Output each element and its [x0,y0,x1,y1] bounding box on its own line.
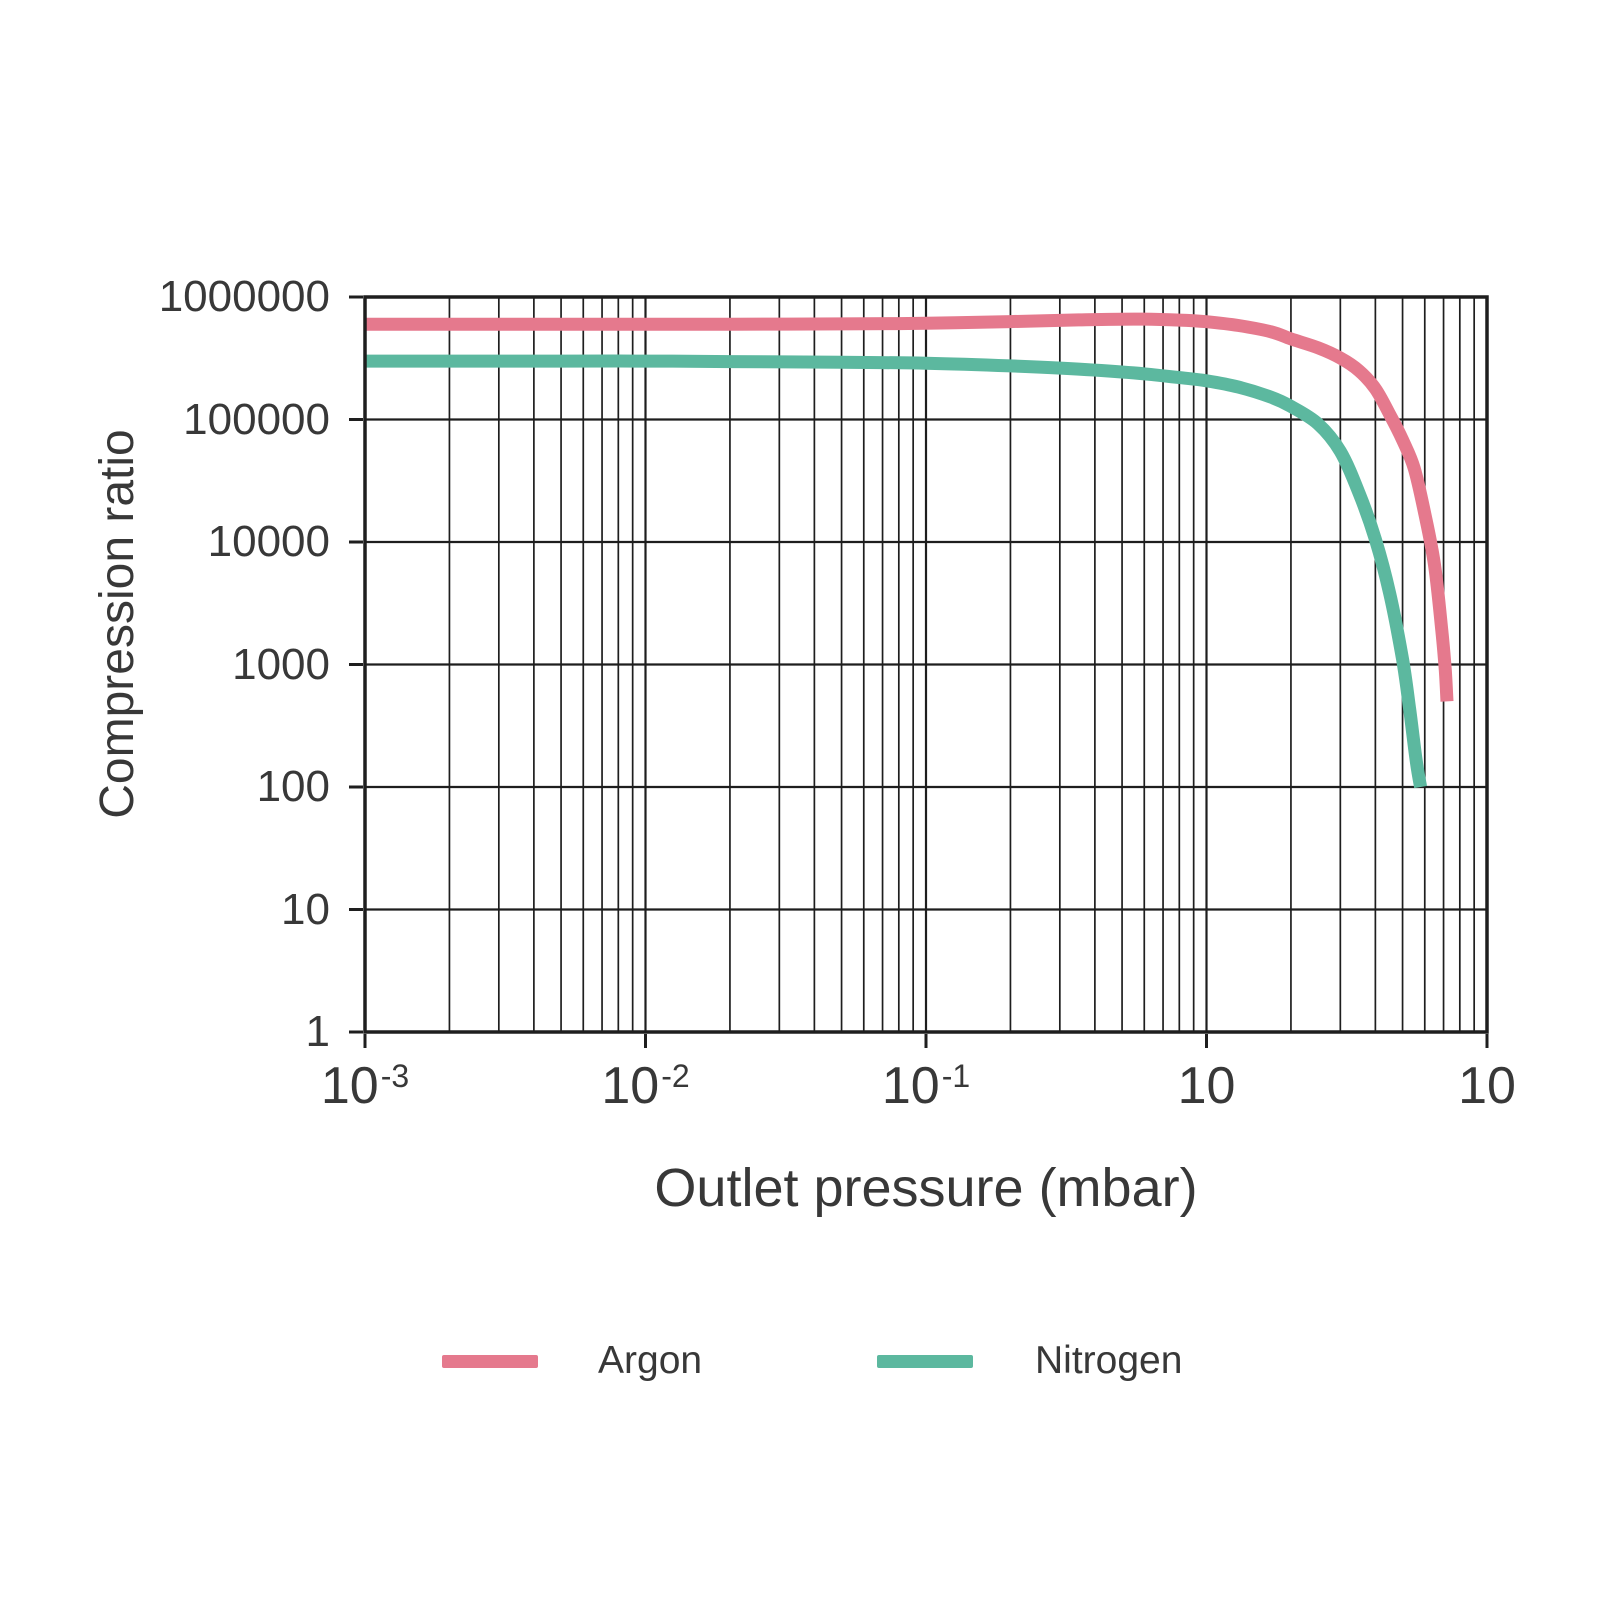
y-tick-label: 1 [305,1007,330,1056]
x-tick-label: 10 [1458,1057,1516,1115]
plot-border [363,295,1489,1034]
legend-swatch-nitrogen [877,1355,973,1368]
y-tick-label: 1000000 [158,272,330,321]
legend-label-nitrogen: Nitrogen [1035,1339,1183,1382]
x-tick-label: 10 [1177,1057,1236,1115]
legend-swatch-argon [442,1355,538,1368]
y-tick-label: 10000 [207,517,330,566]
y-tick-label: 100000 [183,394,330,444]
y-tick-label: 10 [281,884,330,934]
y-tick-label: 1000 [232,639,330,689]
x-tick-label: 10-3 [320,1057,410,1115]
argon-curve [364,312,1454,702]
x-tick-label: 10-2 [601,1057,690,1115]
x-tick-label: 10-1 [881,1057,971,1115]
y-tick-label: 100 [256,762,330,811]
legend-label-argon: Argon [598,1339,703,1382]
x-axis-title: Outlet pressure (mbar) [654,1158,1198,1218]
nitrogen-curve [365,354,1428,789]
